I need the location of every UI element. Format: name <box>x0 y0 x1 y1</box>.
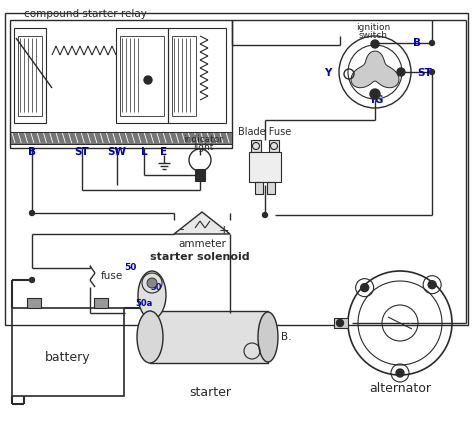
Text: E: E <box>160 147 168 157</box>
Bar <box>10 132 232 144</box>
Text: ST: ST <box>418 68 432 78</box>
Text: battery: battery <box>45 351 91 363</box>
Text: B: B <box>413 38 421 48</box>
Circle shape <box>29 277 35 282</box>
Circle shape <box>29 210 35 216</box>
Polygon shape <box>351 51 399 88</box>
Text: 50a: 50a <box>136 298 153 307</box>
Bar <box>5 13 468 325</box>
Circle shape <box>429 69 435 75</box>
Bar <box>150 311 268 363</box>
Bar <box>269 140 279 152</box>
Circle shape <box>371 40 379 48</box>
Text: +: + <box>219 224 229 237</box>
Text: indicator: indicator <box>183 136 223 144</box>
Bar <box>94 298 108 308</box>
Text: starter: starter <box>189 386 231 399</box>
Circle shape <box>144 76 152 84</box>
Circle shape <box>397 68 405 76</box>
Circle shape <box>147 278 157 288</box>
Text: switch: switch <box>358 30 388 40</box>
Circle shape <box>429 40 435 45</box>
Text: fuse: fuse <box>101 271 123 281</box>
Text: compound starter relay: compound starter relay <box>24 9 146 19</box>
Bar <box>27 298 41 308</box>
Ellipse shape <box>138 271 166 319</box>
Bar <box>249 152 281 182</box>
Circle shape <box>361 284 369 292</box>
Bar <box>255 182 263 194</box>
Bar <box>334 318 348 328</box>
Bar <box>195 169 205 181</box>
Bar <box>116 28 168 123</box>
Text: Blade Fuse: Blade Fuse <box>238 127 292 137</box>
Text: ignition: ignition <box>356 22 390 32</box>
Bar <box>10 20 232 148</box>
Circle shape <box>370 89 380 99</box>
Bar <box>168 28 226 123</box>
Text: Y: Y <box>324 68 332 78</box>
Text: B.: B. <box>281 332 291 342</box>
Bar <box>120 36 164 116</box>
Bar <box>267 182 275 194</box>
Text: light: light <box>193 144 213 152</box>
Circle shape <box>428 281 436 289</box>
Text: SW: SW <box>108 147 127 157</box>
Text: ST: ST <box>74 147 90 157</box>
Text: B: B <box>28 147 36 157</box>
Text: IG: IG <box>371 95 383 105</box>
Text: 30: 30 <box>150 282 162 291</box>
Circle shape <box>337 320 344 327</box>
Circle shape <box>396 369 404 377</box>
Bar <box>12 308 124 396</box>
Polygon shape <box>174 212 230 234</box>
Bar <box>251 140 261 152</box>
Text: ammeter: ammeter <box>178 239 226 249</box>
Bar <box>14 28 46 123</box>
Bar <box>18 36 42 116</box>
Text: starter solenoid: starter solenoid <box>150 252 250 262</box>
Text: L: L <box>141 147 147 157</box>
Ellipse shape <box>258 312 278 362</box>
Circle shape <box>263 213 267 218</box>
Bar <box>172 36 196 116</box>
Text: alternator: alternator <box>369 383 431 395</box>
Text: 50: 50 <box>124 263 136 272</box>
Ellipse shape <box>137 311 163 363</box>
Text: -: - <box>180 224 184 237</box>
